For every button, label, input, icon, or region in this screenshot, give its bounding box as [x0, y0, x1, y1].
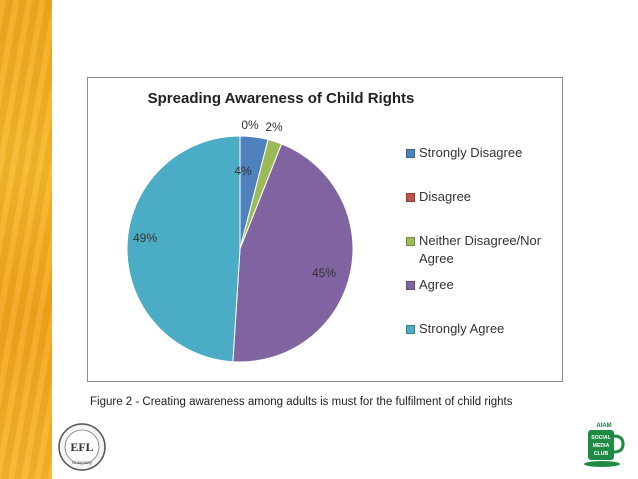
data-label-disagree: 0% — [241, 118, 259, 132]
logo-left-sub: University — [72, 460, 93, 465]
legend-label: Strongly Agree — [419, 321, 505, 336]
legend-item-strongly-disagree: Strongly Disagree — [406, 144, 522, 162]
figure-caption: Figure 2 - Creating awareness among adul… — [90, 396, 513, 408]
legend-swatch — [406, 325, 415, 334]
legend-item-strongly-agree: Strongly Agree — [406, 320, 504, 338]
legend-label: Agree — [419, 277, 454, 292]
legend-label: Disagree — [419, 189, 472, 204]
legend-swatch — [406, 193, 415, 202]
logo-right-top: AIAM — [596, 423, 611, 429]
chart-frame: Spreading Awareness of Child Rights 4% 0%… — [87, 77, 563, 382]
logo-right-line2: MEDIA — [593, 443, 610, 449]
social-media-club-logo: AIAM SOCIAL MEDIA CLUB — [584, 423, 625, 467]
legend-label-line1: Neither Disagree/Nor — [419, 233, 542, 248]
legend-label: Neither Disagree/Nor Agree — [419, 232, 541, 268]
legend-label: Strongly Disagree — [419, 145, 523, 160]
pie-chart: 4% 0% 2% 45% 49% — [126, 118, 354, 363]
legend-label-line2: Agree — [419, 251, 454, 266]
legend-swatch — [406, 237, 415, 246]
data-label-agree: 45% — [312, 266, 336, 280]
chart-title: Spreading Awareness of Child Rights — [147, 90, 415, 107]
logo-right-line1: SOCIAL — [591, 435, 611, 441]
legend-swatch — [406, 149, 415, 158]
efl-university-logo: EFL University — [58, 423, 106, 471]
logo-left-text: EFL — [70, 440, 93, 454]
logo-right-line3: CLUB — [594, 451, 609, 457]
legend-swatch — [406, 281, 415, 290]
data-label-strongly-agree: 49% — [133, 231, 157, 245]
data-label-strongly-disagree: 4% — [234, 164, 252, 178]
side-decoration — [0, 0, 52, 479]
legend-item-agree: Agree — [406, 276, 454, 294]
legend-item-neither: Neither Disagree/Nor Agree — [406, 232, 541, 268]
data-label-neither-disagree-nor-agree: 2% — [265, 120, 283, 134]
pie-slice-strongly-agree — [126, 135, 241, 363]
pie-slice-agree — [232, 143, 354, 363]
legend-item-disagree: Disagree — [406, 188, 471, 206]
